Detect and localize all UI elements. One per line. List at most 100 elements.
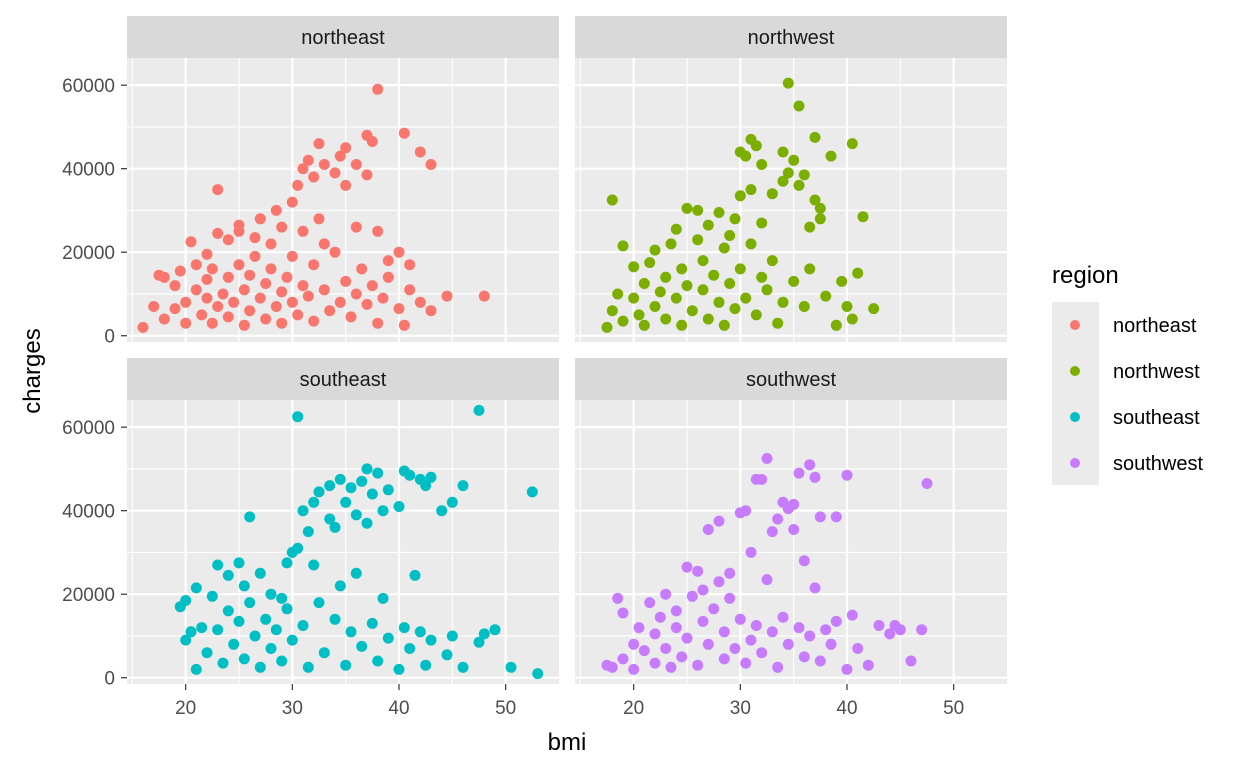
point-northeast <box>158 271 170 283</box>
point-southeast <box>372 467 384 479</box>
point-northwest <box>814 202 826 214</box>
point-northeast <box>260 278 272 289</box>
y-axis-bottom: 0 20000 40000 60000 <box>62 418 127 690</box>
point-northeast <box>302 290 314 302</box>
point-northeast <box>382 255 394 267</box>
point-northeast <box>441 290 453 302</box>
point-northwest <box>777 146 789 158</box>
point-northeast <box>206 317 218 329</box>
point-southeast <box>425 471 437 483</box>
point-northeast <box>372 317 384 329</box>
point-southeast <box>334 473 346 485</box>
point-northwest <box>713 207 725 218</box>
point-northwest <box>852 267 864 279</box>
point-southeast <box>254 567 266 579</box>
point-southeast <box>324 513 336 525</box>
point-southwest <box>873 620 885 631</box>
point-northwest <box>633 309 645 321</box>
point-southeast <box>201 647 213 659</box>
point-southwest <box>761 453 773 464</box>
point-southwest <box>750 620 762 631</box>
point-southwest <box>745 546 757 558</box>
point-northeast <box>244 269 256 281</box>
point-northwest <box>793 100 805 112</box>
point-northeast <box>393 246 405 258</box>
point-southwest <box>756 647 768 659</box>
point-southwest <box>734 613 746 625</box>
point-northwest <box>798 301 810 312</box>
point-southeast <box>249 630 261 642</box>
point-southeast <box>244 511 256 523</box>
y-tick-label: 40000 <box>62 160 115 181</box>
point-northeast <box>302 154 314 166</box>
point-southwest <box>798 555 810 567</box>
strip-label-southeast: southeast <box>300 369 387 391</box>
point-southwest <box>649 628 661 640</box>
point-southeast <box>308 496 320 508</box>
point-southwest <box>862 659 874 671</box>
point-southeast <box>425 634 437 646</box>
point-southeast <box>212 624 224 636</box>
point-northwest <box>644 257 656 269</box>
point-southwest <box>804 459 816 471</box>
point-northwest <box>702 219 714 231</box>
point-southeast <box>270 624 282 636</box>
point-southeast <box>436 505 448 517</box>
point-southwest <box>649 657 661 669</box>
point-southwest <box>921 478 933 489</box>
legend-key-southeast <box>1070 412 1080 422</box>
panel-southwest: southwest <box>575 358 1007 684</box>
point-northwest <box>660 313 672 325</box>
point-southeast <box>185 626 197 638</box>
point-southeast <box>366 617 378 629</box>
point-northeast <box>254 292 266 304</box>
point-southeast <box>206 590 218 602</box>
point-northeast <box>292 179 304 191</box>
point-southeast <box>345 482 357 494</box>
point-northwest <box>724 278 736 289</box>
point-southwest <box>905 655 917 667</box>
point-southeast <box>532 668 544 680</box>
point-southeast <box>489 624 501 636</box>
point-southeast <box>329 613 341 625</box>
point-southwest <box>638 645 650 657</box>
point-southeast <box>228 638 240 650</box>
point-southeast <box>372 655 384 667</box>
point-northwest <box>756 159 768 170</box>
point-northeast <box>249 250 261 262</box>
point-northwest <box>846 138 858 150</box>
point-northeast <box>201 273 213 285</box>
point-southwest <box>628 663 640 675</box>
point-southeast <box>190 582 202 594</box>
point-northwest <box>830 319 842 331</box>
legend-key-bg <box>1052 302 1099 485</box>
legend: region northeast northwest southeast sou… <box>1052 262 1203 485</box>
point-northwest <box>676 319 688 331</box>
point-southeast <box>356 475 368 487</box>
point-northwest <box>606 194 618 206</box>
point-southeast <box>217 657 229 669</box>
point-northeast <box>297 280 309 292</box>
strip-southeast <box>127 358 559 400</box>
point-southwest <box>756 473 768 485</box>
point-southeast <box>276 655 288 667</box>
point-northeast <box>276 221 288 233</box>
point-southwest <box>681 561 693 573</box>
panel-northwest: northwest <box>575 16 1007 342</box>
point-southwest <box>713 576 725 588</box>
point-southeast <box>441 649 453 661</box>
x-tick-label: 20 <box>175 698 196 719</box>
point-southeast <box>308 559 320 571</box>
point-northeast <box>382 271 394 283</box>
point-northwest <box>766 188 778 200</box>
point-northwest <box>857 211 869 223</box>
point-southwest <box>654 611 666 623</box>
point-southeast <box>356 640 368 652</box>
point-southeast <box>409 569 421 581</box>
point-northeast <box>350 159 362 170</box>
point-southwest <box>612 592 624 604</box>
point-northeast <box>297 163 309 175</box>
point-northwest <box>809 131 821 143</box>
point-northwest <box>638 319 650 331</box>
strip-northwest <box>575 16 1007 58</box>
